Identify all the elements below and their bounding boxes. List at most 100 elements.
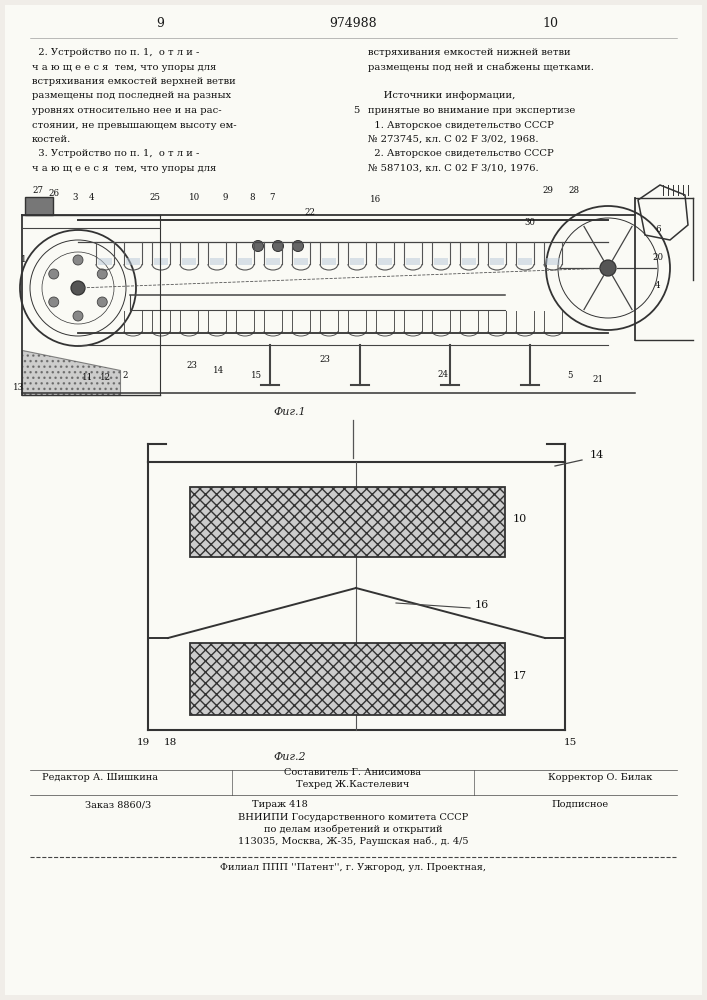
Text: 4: 4 [89,193,95,202]
Text: 2: 2 [122,371,128,380]
Text: 15: 15 [250,371,262,380]
Text: Корректор О. Билак: Корректор О. Билак [548,773,652,782]
Text: 10: 10 [189,193,201,202]
Text: 14: 14 [212,366,223,375]
Text: 2. Устройство по п. 1,  о т л и -: 2. Устройство по п. 1, о т л и - [32,48,199,57]
Bar [378,258,392,265]
Text: Тираж 418: Тираж 418 [252,800,308,809]
Bar [350,258,364,265]
Text: 11: 11 [83,373,93,382]
Text: 3. Устройство по п. 1,  о т л и -: 3. Устройство по п. 1, о т л и - [32,149,199,158]
Circle shape [73,255,83,265]
Text: Редактор А. Шишкина: Редактор А. Шишкина [42,773,158,782]
Bar [294,258,308,265]
Text: 28: 28 [568,186,580,195]
Text: 974988: 974988 [329,17,377,30]
Text: 10: 10 [542,17,558,30]
Circle shape [98,297,107,307]
Text: № 587103, кл. С 02 F 3/10, 1976.: № 587103, кл. С 02 F 3/10, 1976. [368,164,539,173]
Text: 19: 19 [136,738,150,747]
Text: 18: 18 [163,738,177,747]
Text: размещены под последней на разных: размещены под последней на разных [32,92,231,101]
Bar [25,197,53,215]
Text: 4: 4 [655,281,661,290]
Bar [462,258,476,265]
Bar [210,258,224,265]
Bar [490,258,504,265]
Bar [238,258,252,265]
Text: 26: 26 [49,189,59,198]
Text: Составитель Г. Анисимова: Составитель Г. Анисимова [284,768,421,777]
Text: 21: 21 [592,375,604,384]
Polygon shape [22,350,120,395]
Text: 20: 20 [653,253,664,262]
Text: 6: 6 [655,225,661,234]
Text: 16: 16 [370,195,380,204]
Bar [266,258,280,265]
Text: 24: 24 [438,370,448,379]
Text: принятые во внимание при экспертизе: принятые во внимание при экспертизе [368,106,575,115]
Text: № 273745, кл. С 02 F 3/02, 1968.: № 273745, кл. С 02 F 3/02, 1968. [368,135,539,144]
Text: стоянии, не превышающем высоту ем-: стоянии, не превышающем высоту ем- [32,120,237,129]
Bar [406,258,420,265]
Text: 5: 5 [567,371,573,380]
Circle shape [49,269,59,279]
Text: 30: 30 [525,218,535,227]
Text: Техред Ж.Кастелевич: Техред Ж.Кастелевич [296,780,409,789]
Text: 2. Авторское свидетельство СССР: 2. Авторское свидетельство СССР [368,149,554,158]
Text: Фиг.2: Фиг.2 [274,752,306,762]
Circle shape [49,297,59,307]
Text: 113035, Москва, Ж-35, Раушская наб., д. 4/5: 113035, Москва, Ж-35, Раушская наб., д. … [238,836,468,846]
Circle shape [73,311,83,321]
Text: встряхивания емкостей верхней ветви: встряхивания емкостей верхней ветви [32,77,235,86]
Bar [182,258,196,265]
Circle shape [252,240,264,251]
Text: по делам изобретений и открытий: по делам изобретений и открытий [264,824,443,834]
Text: встряхивания емкостей нижней ветви: встряхивания емкостей нижней ветви [368,48,571,57]
Bar [546,258,560,265]
Text: 25: 25 [149,193,160,202]
Text: 23: 23 [187,361,197,370]
Text: 9: 9 [222,193,228,202]
Text: 1. Авторское свидетельство СССР: 1. Авторское свидетельство СССР [368,120,554,129]
Text: 10: 10 [513,514,527,524]
Text: 3: 3 [72,193,78,202]
Text: костей.: костей. [32,135,71,144]
Text: Филиал ППП ''Патент'', г. Ужгород, ул. Проектная,: Филиал ППП ''Патент'', г. Ужгород, ул. П… [220,863,486,872]
Circle shape [272,240,284,251]
Bar [322,258,336,265]
Text: 1: 1 [21,255,27,264]
Text: размещены под ней и снабжены щетками.: размещены под ней и снабжены щетками. [368,62,594,72]
Text: 23: 23 [320,355,330,364]
Bar [154,258,168,265]
Bar [98,258,112,265]
Text: 12: 12 [100,373,110,382]
Text: 16: 16 [475,600,489,610]
Text: Заказ 8860/3: Заказ 8860/3 [85,800,151,809]
Text: ВНИИПИ Государственного комитета СССР: ВНИИПИ Государственного комитета СССР [238,813,468,822]
Text: 8: 8 [249,193,255,202]
Text: Фиг.1: Фиг.1 [274,407,306,417]
Text: уровнях относительно нее и на рас-: уровнях относительно нее и на рас- [32,106,221,115]
Bar [126,258,140,265]
Text: 15: 15 [563,738,577,747]
Bar [518,258,532,265]
Text: 29: 29 [542,186,554,195]
Circle shape [600,260,616,276]
Text: ч а ю щ е е с я  тем, что упоры для: ч а ю щ е е с я тем, что упоры для [32,62,216,72]
Text: 22: 22 [305,208,315,217]
Text: Подписное: Подписное [551,800,609,809]
Text: 13: 13 [13,383,23,392]
Bar [190,643,505,715]
Circle shape [71,281,85,295]
Text: 5: 5 [353,106,359,115]
Text: 27: 27 [33,186,44,195]
Bar [434,258,448,265]
Circle shape [98,269,107,279]
Text: 17: 17 [513,671,527,681]
Bar [190,487,505,557]
Text: 7: 7 [269,193,275,202]
Text: 14: 14 [590,450,604,460]
Text: ч а ю щ е е с я  тем, что упоры для: ч а ю щ е е с я тем, что упоры для [32,164,216,173]
Circle shape [293,240,303,251]
